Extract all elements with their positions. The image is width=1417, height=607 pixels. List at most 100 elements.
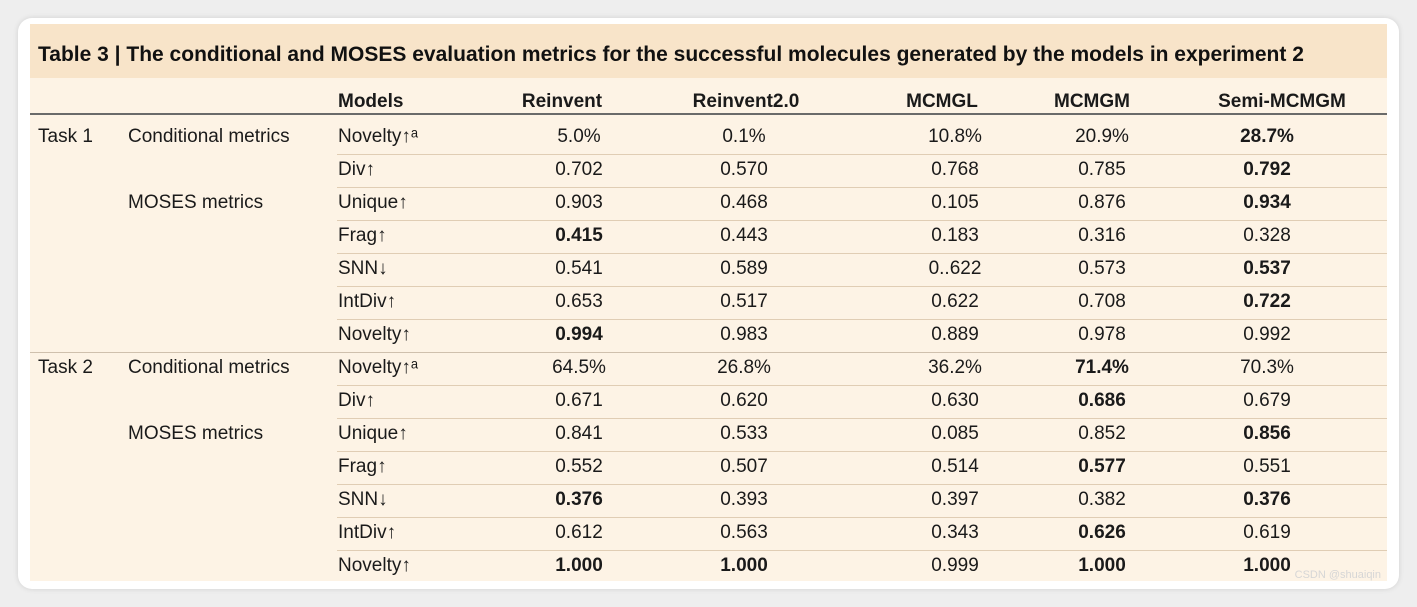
- table-cell: 0.328: [1243, 225, 1291, 246]
- table-cell: 0.630: [931, 390, 979, 411]
- table-cell: 0.671: [555, 390, 603, 411]
- column-header: Reinvent: [521, 91, 603, 112]
- metric-name: SNN↓: [338, 489, 388, 510]
- table-cell: 0.841: [555, 423, 603, 444]
- table-cell: 0.994: [555, 324, 603, 345]
- column-header: Semi-MCMGM: [1218, 91, 1346, 112]
- metric-group-label: Conditional metrics: [128, 357, 290, 378]
- table-cell: 0.992: [1243, 324, 1291, 345]
- table-cell: 0..622: [928, 258, 982, 279]
- column-header: MCMGM: [1054, 91, 1130, 112]
- metric-group-label: MOSES metrics: [128, 423, 264, 444]
- row-separator: [337, 319, 1387, 320]
- metric-name: IntDiv↑: [338, 522, 397, 543]
- table-cell: 1.000: [1243, 555, 1291, 576]
- table-cell: 0.768: [931, 159, 979, 180]
- table-cell: 0.889: [931, 324, 979, 345]
- table-cell: 0.316: [1078, 225, 1126, 246]
- table-cell: 0.702: [555, 159, 603, 180]
- caption-label: Table 3: [38, 43, 109, 66]
- table-cell: 0.626: [1078, 522, 1126, 543]
- table-cell: 0.852: [1078, 423, 1126, 444]
- table-cell: 0.397: [931, 489, 979, 510]
- table-cell: 0.443: [720, 225, 768, 246]
- table-cell: 0.551: [1243, 456, 1291, 477]
- table-cell: 0.468: [720, 192, 768, 213]
- table-cell: 0.376: [555, 489, 603, 510]
- table-cell: 71.4%: [1075, 357, 1129, 378]
- table-cell: 0.533: [720, 423, 768, 444]
- table-cell: 0.622: [931, 291, 979, 312]
- table-cell: 0.679: [1243, 390, 1291, 411]
- table-cell: 0.792: [1243, 159, 1291, 180]
- table-cell: 0.876: [1078, 192, 1126, 213]
- table-cell: 0.619: [1243, 522, 1291, 543]
- metric-name: Novelty↑ᵃ: [338, 126, 418, 147]
- table-panel: Table 3 | The conditional and MOSES eval…: [30, 24, 1387, 581]
- metric-name: Div↑: [338, 159, 375, 180]
- table-cell: 0.183: [931, 225, 979, 246]
- row-separator: [337, 187, 1387, 188]
- table-cell: 0.570: [720, 159, 768, 180]
- table-cell: 0.589: [720, 258, 768, 279]
- metric-group-label: MOSES metrics: [128, 192, 264, 213]
- table-cell: 1.000: [1078, 555, 1126, 576]
- table-cell: 5.0%: [557, 126, 601, 147]
- row-separator: [337, 451, 1387, 452]
- row-separator: [337, 253, 1387, 254]
- table-cell: 0.686: [1078, 390, 1126, 411]
- table-card: Table 3 | The conditional and MOSES eval…: [18, 18, 1399, 589]
- metric-name: Novelty↑: [338, 555, 411, 576]
- row-separator: [337, 550, 1387, 551]
- table-cell: 0.708: [1078, 291, 1126, 312]
- table-cell: 0.541: [555, 258, 603, 279]
- table-cell: 0.415: [555, 225, 603, 246]
- table-cell: 0.552: [555, 456, 603, 477]
- table-cell: 0.722: [1243, 291, 1291, 312]
- table-cell: 0.343: [931, 522, 979, 543]
- table-cell: 26.8%: [717, 357, 771, 378]
- metric-name: IntDiv↑: [338, 291, 397, 312]
- table-cell: 0.612: [555, 522, 603, 543]
- table-cell: 0.999: [931, 555, 979, 576]
- table-cell: 0.376: [1243, 489, 1291, 510]
- metric-name: Unique↑: [338, 423, 408, 444]
- table-cell: 64.5%: [552, 357, 606, 378]
- metric-name: Frag↑: [338, 456, 387, 477]
- table-cell: 20.9%: [1075, 126, 1129, 147]
- metric-name: Novelty↑: [338, 324, 411, 345]
- table-cell: 0.563: [720, 522, 768, 543]
- table-cell: 0.517: [720, 291, 768, 312]
- table-cell: 0.507: [720, 456, 768, 477]
- row-separator: [337, 385, 1387, 386]
- table-cell: 0.653: [555, 291, 603, 312]
- table-cell: 28.7%: [1240, 126, 1294, 147]
- row-separator: [337, 286, 1387, 287]
- table-cell: 0.393: [720, 489, 768, 510]
- metric-name: Unique↑: [338, 192, 408, 213]
- row-separator: [337, 418, 1387, 419]
- table-caption: Table 3 | The conditional and MOSES eval…: [38, 43, 1304, 67]
- table-cell: 0.620: [720, 390, 768, 411]
- table-cell: 36.2%: [928, 357, 982, 378]
- caption-text: The conditional and MOSES evaluation met…: [126, 43, 1304, 66]
- table-cell: 1.000: [720, 555, 768, 576]
- table-cell: 10.8%: [928, 126, 982, 147]
- table-cell: 0.105: [931, 192, 979, 213]
- metric-name: Div↑: [338, 390, 375, 411]
- caption-bar: Table 3 | The conditional and MOSES eval…: [30, 24, 1387, 78]
- table-cell: 0.537: [1243, 258, 1291, 279]
- table-cell: 70.3%: [1240, 357, 1294, 378]
- task-label: Task 2: [38, 357, 93, 378]
- column-header-models: Models: [338, 91, 404, 112]
- table-cell: 0.577: [1078, 456, 1126, 477]
- table-cell: 0.978: [1078, 324, 1126, 345]
- table-cell: 0.934: [1243, 192, 1291, 213]
- column-header: MCMGL: [906, 91, 978, 112]
- table-cell: 0.903: [555, 192, 603, 213]
- table-cell: 1.000: [555, 555, 603, 576]
- table-cell: 0.983: [720, 324, 768, 345]
- header-rule: [30, 113, 1387, 115]
- row-separator: [30, 352, 1387, 353]
- table-cell: 0.514: [931, 456, 979, 477]
